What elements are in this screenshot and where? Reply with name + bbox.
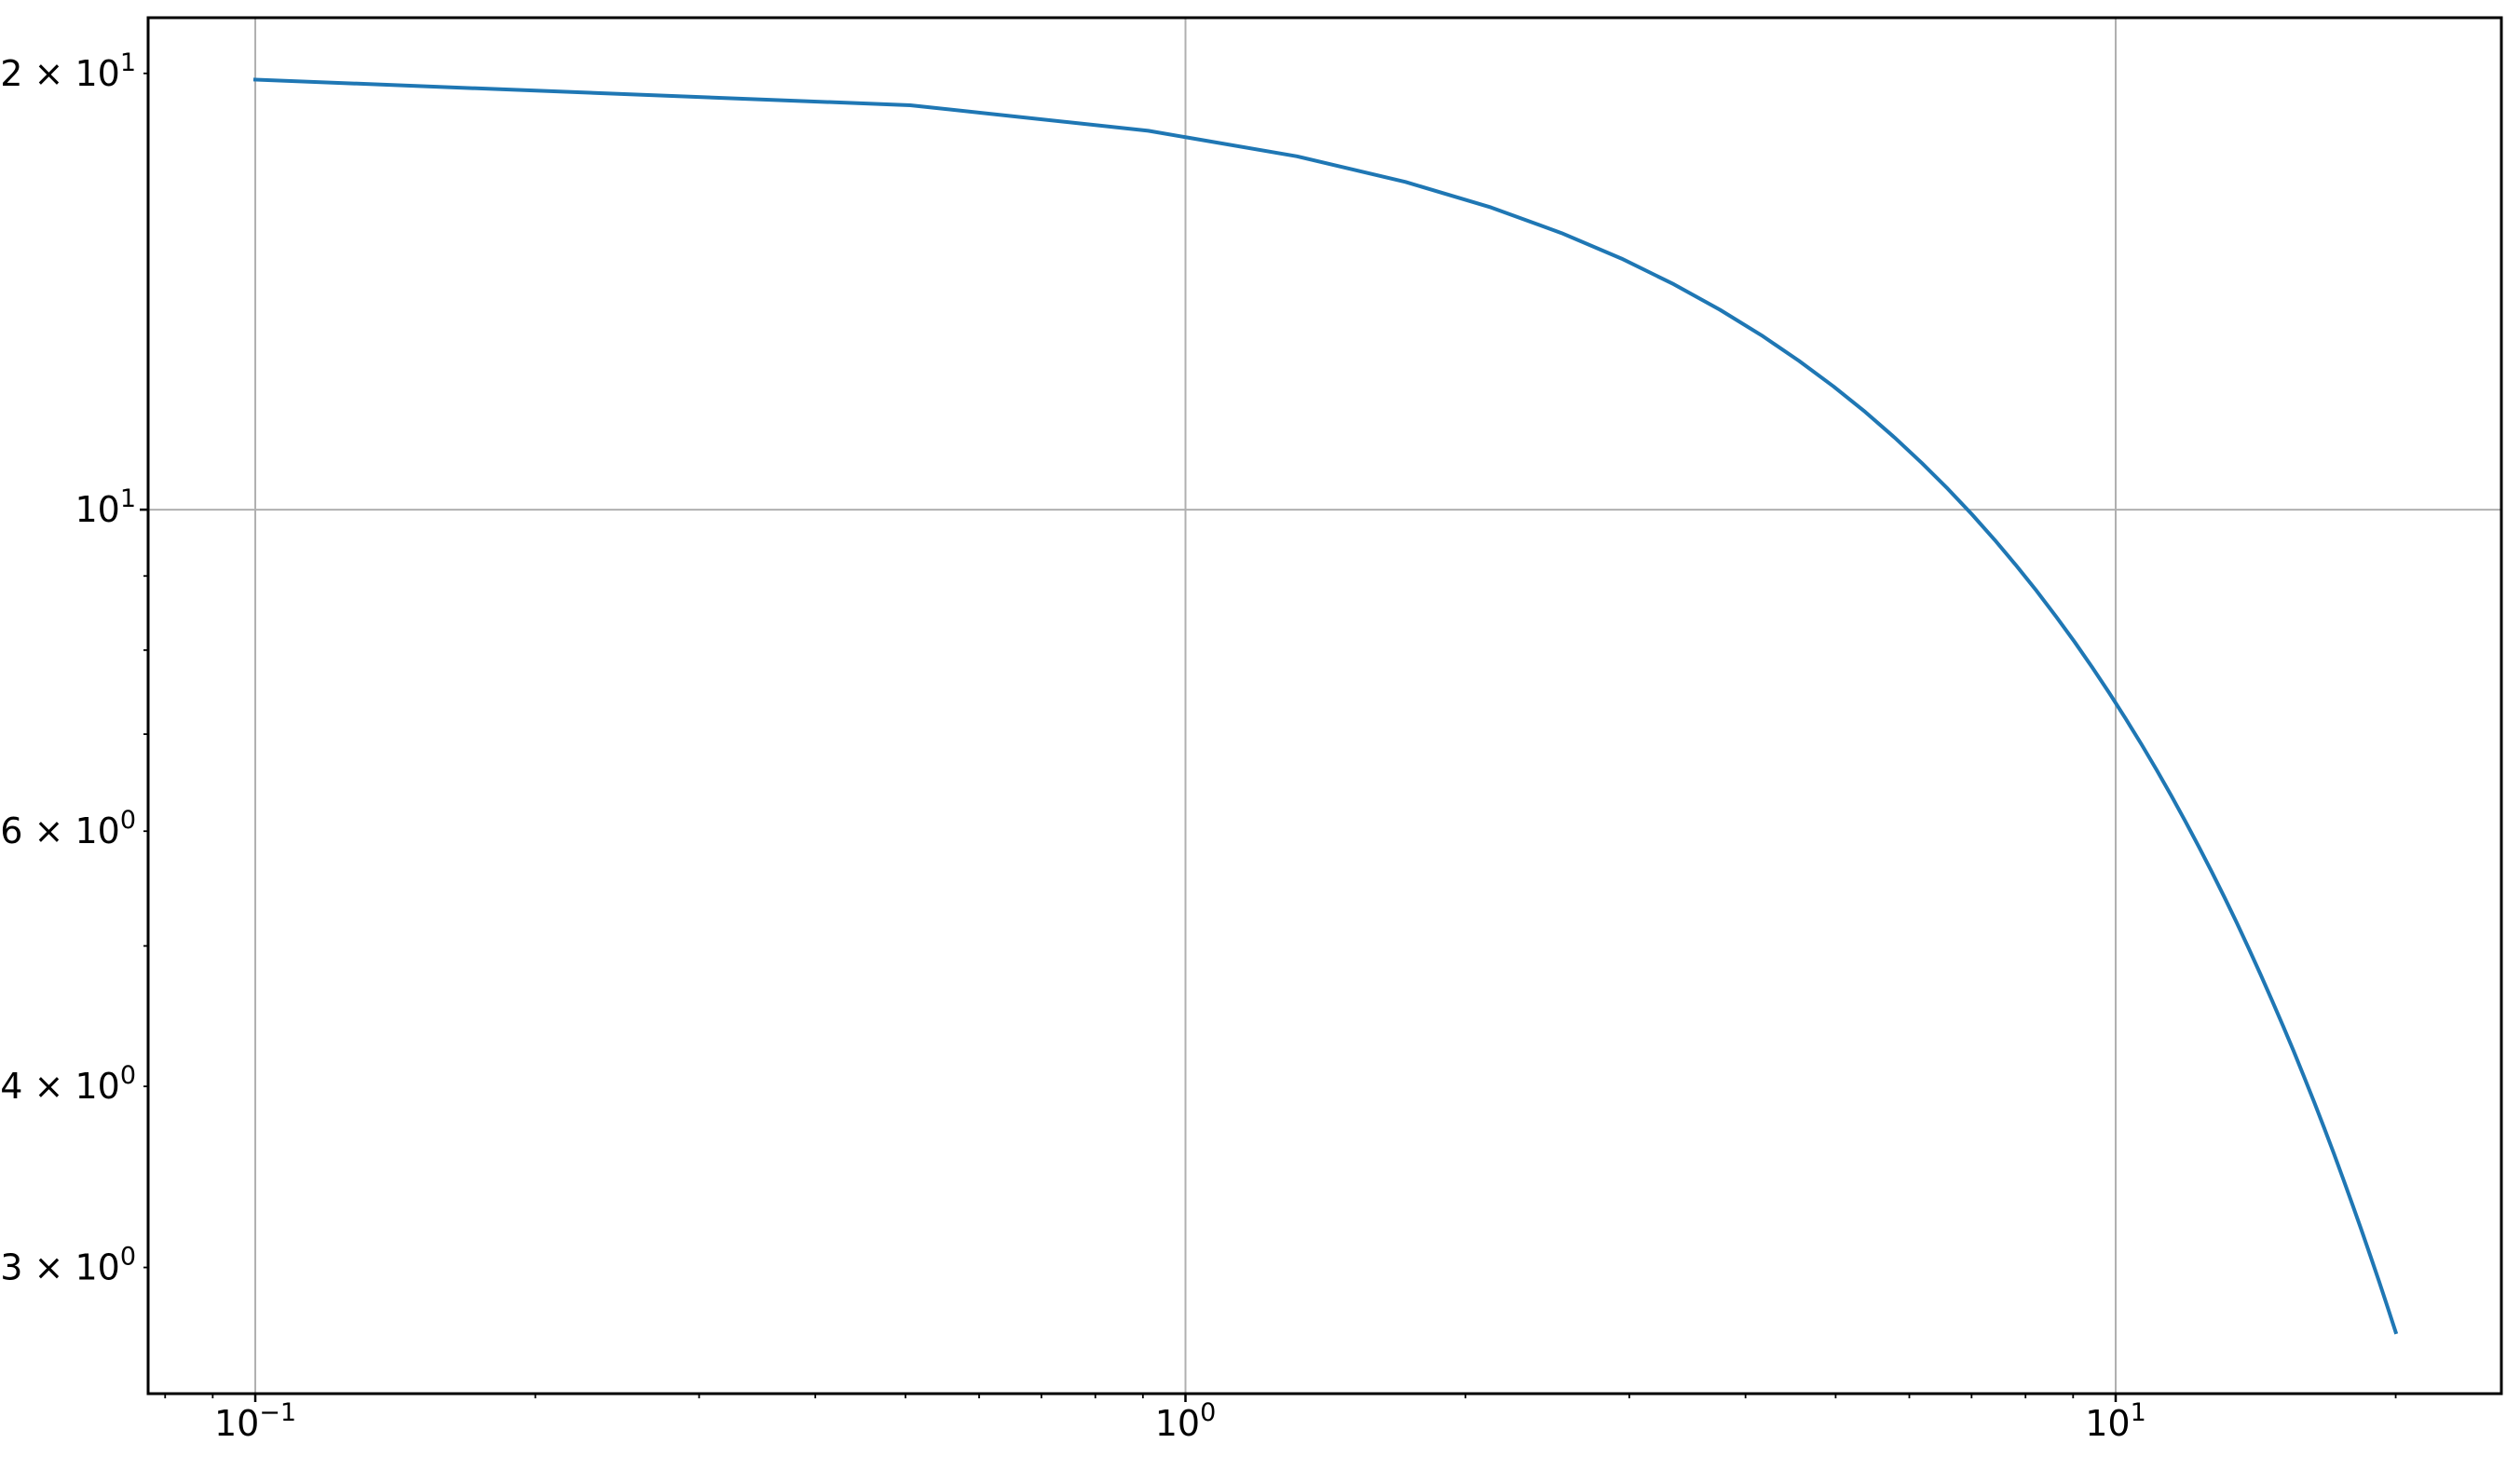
tick-labels: 10−1 100 101 2 × 101 101 6 × 100 4 × 100 3 × 10…	[0, 48, 2145, 1444]
x-tick-label: 100	[1155, 1398, 1217, 1444]
y-tick-label: 6 × 100	[0, 806, 136, 851]
axes-frame	[146, 16, 2503, 1396]
series-line	[252, 77, 2399, 1335]
series-group	[252, 77, 2399, 1335]
x-tick-label: 10−1	[214, 1398, 296, 1444]
y-tick-label: 4 × 100	[0, 1061, 136, 1107]
y-tick-label: 3 × 100	[0, 1243, 136, 1288]
y-tick-label: 2 × 101	[0, 48, 136, 94]
y-tick-label: 101	[75, 484, 136, 530]
grid-lines	[148, 18, 2501, 1394]
ticks	[140, 72, 2397, 1402]
x-tick-label: 101	[2085, 1398, 2146, 1444]
